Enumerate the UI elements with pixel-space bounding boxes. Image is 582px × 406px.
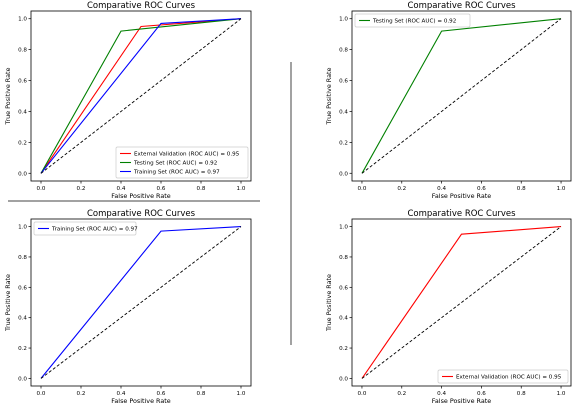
legend-entry: Testing Set (ROC AUC) = 0.92 bbox=[372, 19, 456, 25]
chart-title: Comparative ROC Curves bbox=[407, 1, 516, 11]
chance-diagonal-line bbox=[40, 226, 242, 379]
axes-frame bbox=[351, 218, 572, 387]
y-tick-label: 0.8 bbox=[339, 48, 348, 54]
x-tick-label: 0.0 bbox=[358, 186, 367, 192]
roc-panel-1: Comparative ROC Curves False Positive Rat… bbox=[4, 1, 252, 200]
legend-box bbox=[354, 13, 471, 28]
x-tick-label: 0.0 bbox=[37, 391, 46, 397]
x-tick-label: 0.0 bbox=[37, 186, 46, 192]
y-tick-label: 1.0 bbox=[18, 17, 27, 23]
x-tick-label: 1.0 bbox=[557, 391, 566, 397]
y-tick-label: 1.0 bbox=[339, 225, 348, 231]
y-tick-label: 0.0 bbox=[339, 171, 348, 177]
x-tick-label: 0.4 bbox=[117, 391, 126, 397]
y-tick-label: 0.2 bbox=[339, 346, 348, 352]
y-tick-label: 0.2 bbox=[18, 140, 27, 146]
roc-curve-1 bbox=[361, 18, 562, 174]
legend-entry: External Validation (ROC AUC) = 0.95 bbox=[134, 152, 240, 158]
x-tick-label: 0.6 bbox=[477, 391, 486, 397]
x-axis-label: False Positive Rate bbox=[432, 192, 491, 200]
legend: External Validation (ROC AUC) = 0.95 Test… bbox=[115, 146, 249, 179]
x-tick-label: 0.6 bbox=[157, 391, 166, 397]
x-tick-label: 0.2 bbox=[77, 186, 86, 192]
y-tick-label: 0.4 bbox=[339, 316, 348, 322]
roc-panel-4: Comparative ROC Curves False Positive Rat… bbox=[325, 209, 572, 405]
x-tick-label: 0.6 bbox=[157, 186, 166, 192]
legend: Testing Set (ROC AUC) = 0.92 bbox=[354, 13, 471, 28]
x-tick-label: 0.0 bbox=[358, 391, 367, 397]
y-axis-label: True Positive Rate bbox=[325, 274, 333, 332]
x-tick-label: 0.4 bbox=[437, 391, 446, 397]
chance-diagonal-line bbox=[40, 18, 242, 174]
legend: External Validation (ROC AUC) = 0.95 bbox=[437, 369, 569, 384]
x-axis-label: False Positive Rate bbox=[432, 397, 491, 405]
y-axis-label: True Positive Rate bbox=[325, 67, 333, 125]
axes-frame bbox=[30, 10, 252, 182]
roc-panel-3: Comparative ROC Curves False Positive Rat… bbox=[4, 209, 252, 405]
x-tick-label: 0.4 bbox=[437, 186, 446, 192]
x-tick-label: 0.8 bbox=[517, 391, 526, 397]
y-axis-label: True Positive Rate bbox=[4, 67, 12, 125]
chart-title: Comparative ROC Curves bbox=[407, 209, 516, 219]
x-tick-label: 1.0 bbox=[557, 186, 566, 192]
y-tick-label: 0.4 bbox=[18, 316, 27, 322]
y-tick-label: 0.6 bbox=[18, 79, 27, 85]
chart-title: Comparative ROC Curves bbox=[87, 209, 196, 219]
y-tick-label: 0.6 bbox=[18, 285, 27, 291]
chance-diagonal-line bbox=[361, 18, 562, 174]
x-tick-label: 0.8 bbox=[197, 391, 206, 397]
y-tick-label: 0.2 bbox=[339, 140, 348, 146]
roc-curve-1 bbox=[40, 18, 242, 174]
x-tick-label: 0.2 bbox=[397, 391, 406, 397]
roc-curve-2 bbox=[40, 18, 242, 174]
axes-frame bbox=[30, 218, 252, 387]
legend-entry: Training Set (ROC AUC) = 0.97 bbox=[133, 170, 220, 176]
roc-curve-1 bbox=[361, 226, 562, 379]
y-tick-label: 0.8 bbox=[339, 255, 348, 261]
legend-entry: Training Set (ROC AUC) = 0.97 bbox=[51, 227, 138, 233]
y-tick-label: 0.0 bbox=[18, 171, 27, 177]
y-tick-label: 0.8 bbox=[18, 255, 27, 261]
legend-box bbox=[33, 221, 137, 236]
y-tick-label: 0.8 bbox=[18, 48, 27, 54]
chart-title: Comparative ROC Curves bbox=[87, 1, 196, 11]
legend-box bbox=[115, 146, 249, 179]
x-tick-label: 0.8 bbox=[517, 186, 526, 192]
roc-panel-2: Comparative ROC Curves False Positive Rat… bbox=[325, 1, 572, 200]
x-tick-label: 0.6 bbox=[477, 186, 486, 192]
legend-entry: External Validation (ROC AUC) = 0.95 bbox=[456, 375, 562, 381]
y-tick-label: 0.4 bbox=[18, 109, 27, 115]
y-axis-label: True Positive Rate bbox=[4, 274, 12, 332]
roc-curve-3 bbox=[40, 18, 242, 174]
chance-diagonal-line bbox=[361, 226, 562, 379]
y-tick-label: 0.6 bbox=[339, 79, 348, 85]
y-tick-label: 0.0 bbox=[339, 376, 348, 382]
y-tick-label: 0.4 bbox=[339, 109, 348, 115]
y-tick-label: 1.0 bbox=[339, 17, 348, 23]
x-axis-label: False Positive Rate bbox=[111, 192, 170, 200]
x-tick-label: 0.2 bbox=[397, 186, 406, 192]
y-tick-label: 1.0 bbox=[18, 225, 27, 231]
x-tick-label: 0.8 bbox=[197, 186, 206, 192]
legend-box bbox=[437, 369, 569, 384]
roc-curve-1 bbox=[40, 226, 242, 379]
y-tick-label: 0.2 bbox=[18, 346, 27, 352]
y-tick-label: 0.0 bbox=[18, 376, 27, 382]
legend-entry: Testing Set (ROC AUC) = 0.92 bbox=[133, 161, 217, 167]
axes-frame bbox=[351, 10, 572, 182]
x-axis-label: False Positive Rate bbox=[111, 397, 170, 405]
x-tick-label: 0.2 bbox=[77, 391, 86, 397]
x-tick-label: 1.0 bbox=[237, 186, 246, 192]
x-tick-label: 0.4 bbox=[117, 186, 126, 192]
x-tick-label: 1.0 bbox=[237, 391, 246, 397]
legend: Training Set (ROC AUC) = 0.97 bbox=[33, 221, 138, 236]
y-tick-label: 0.6 bbox=[339, 285, 348, 291]
